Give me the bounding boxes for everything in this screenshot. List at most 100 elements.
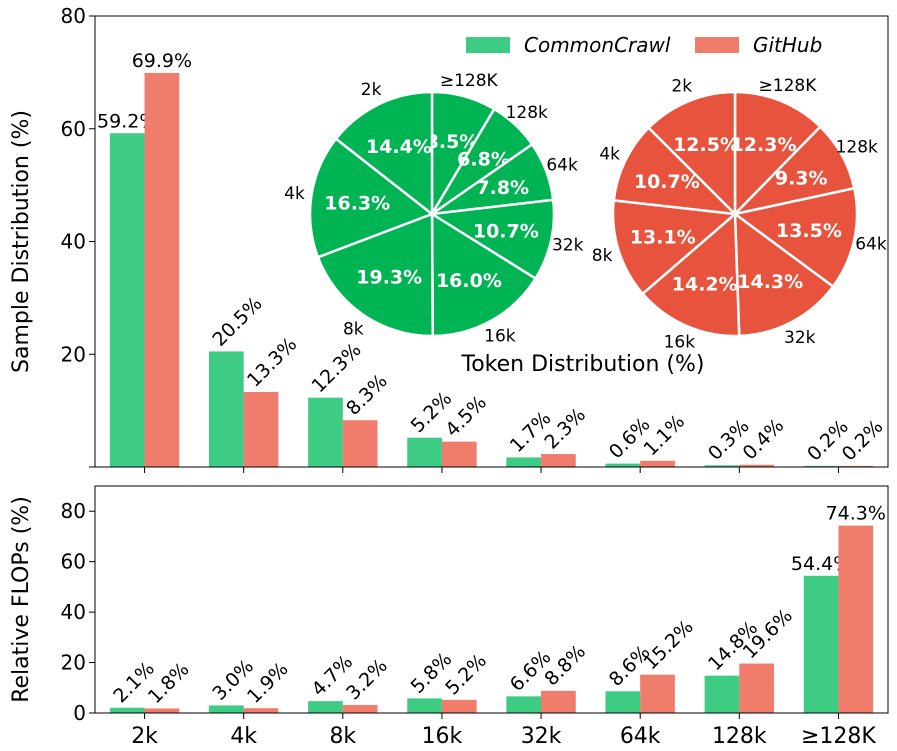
bar-value-label: 59.2% xyxy=(97,110,157,132)
pie-slice-commoncrawl-32k xyxy=(428,198,556,281)
pie-category-label: 128k xyxy=(836,138,878,158)
legend-label-commoncrawl: CommonCrawl xyxy=(524,33,671,57)
pie-category-label: 128k xyxy=(506,103,548,123)
y-tick-label: 20 xyxy=(61,342,86,366)
bar-github-≥128K xyxy=(838,465,874,467)
pie-slice-github-4k xyxy=(612,126,739,216)
y-axis-label: Relative FLOPs (%) xyxy=(9,496,34,703)
y-tick-label: 40 xyxy=(61,230,86,254)
bar-github-4k xyxy=(243,392,279,467)
pie-percent-label: 16.3% xyxy=(324,193,390,215)
pie-category-label: 2k xyxy=(671,77,692,97)
pie-category-label: ≥128K xyxy=(759,76,818,96)
y-tick-label: 60 xyxy=(61,117,86,141)
pie-category-label: 4k xyxy=(599,145,620,165)
bar-commoncrawl-2k xyxy=(109,133,145,467)
y-tick-label: 60 xyxy=(61,550,86,574)
bar-github-32k xyxy=(541,454,576,467)
pie-percent-label: 14.3% xyxy=(737,271,803,293)
pie-title: Token Distribution (%) xyxy=(461,352,705,377)
x-tick-label: 8k xyxy=(329,724,356,749)
bar-github-64k xyxy=(640,674,675,713)
bar-value-label: 74.3% xyxy=(826,503,886,525)
bar-github-16k xyxy=(441,699,477,713)
pie-percent-label: 8.5% xyxy=(426,131,479,153)
bar-commoncrawl-64k xyxy=(605,463,641,467)
pie-slice-github-8k xyxy=(611,199,738,296)
token-distribution-pies: 8.5% ≥128K 6.8% 128k 7.8% 64k 10.7% 32k 16.0% 16k… xyxy=(284,71,887,377)
bar-commoncrawl-4k xyxy=(208,705,244,713)
pie-slice-github-64k xyxy=(732,186,859,289)
bar-value-label: 0.4% xyxy=(739,415,789,465)
bar-github-16k xyxy=(441,441,477,467)
bar-value-label: 54.4% xyxy=(791,553,851,575)
pie-category-label: 2k xyxy=(361,80,382,100)
y-tick-label: 80 xyxy=(61,4,86,28)
bar-commoncrawl-16k xyxy=(407,437,442,467)
pie-slice-github-≥128K xyxy=(733,90,823,218)
pie-percent-label: 12.5% xyxy=(673,134,739,156)
bar-github-32k xyxy=(541,690,576,713)
y-tick-label: 20 xyxy=(61,651,86,675)
pie-percent-label: 13.1% xyxy=(630,226,696,248)
pie-slice-commoncrawl-16k xyxy=(430,211,538,338)
bar-github-8k xyxy=(342,420,378,467)
x-tick-label: 32k xyxy=(521,724,562,749)
pie-percent-label: 16.0% xyxy=(436,270,502,292)
pie-percent-label: 7.8% xyxy=(476,177,529,199)
pie-category-label: 16k xyxy=(664,332,696,352)
pie-slice-commoncrawl-4k xyxy=(308,137,435,259)
legend-label-github: GitHub xyxy=(753,33,822,57)
pie-percent-label: 10.7% xyxy=(473,221,539,243)
pie-percent-label: 19.3% xyxy=(356,266,422,288)
pie-percent-label: 6.8% xyxy=(457,149,510,171)
pie-category-label: 64k xyxy=(546,156,578,176)
bar-commoncrawl-32k xyxy=(506,696,542,713)
bar-value-label: 13.3% xyxy=(243,333,301,391)
bar-commoncrawl-2k xyxy=(109,707,145,713)
bar-github-8k xyxy=(342,704,378,713)
x-tick-label: 64k xyxy=(620,724,661,749)
bar-commoncrawl-32k xyxy=(506,457,542,467)
bar-commoncrawl-8k xyxy=(308,701,343,713)
x-tick-label: 2k xyxy=(131,724,158,749)
pie-category-label: 8k xyxy=(343,320,364,340)
bar-github-4k xyxy=(243,708,279,713)
bar-commoncrawl-64k xyxy=(605,691,641,713)
bar-github-2k xyxy=(144,72,180,467)
axes-frame xyxy=(94,485,889,714)
pie-category-label: 32k xyxy=(784,328,816,348)
legend-swatch-github xyxy=(695,37,739,53)
legend: CommonCrawl GitHub xyxy=(466,33,822,57)
y-tick-label: 80 xyxy=(61,499,86,523)
bar-commoncrawl-≥128K xyxy=(803,465,839,467)
pie-slice-github-32k xyxy=(733,211,835,338)
pie-slice-github-2k xyxy=(646,90,737,218)
relative-flops-chart: 0204060802.1%1.8%2k3.0%1.9%4k4.7%3.2%8k5… xyxy=(9,485,889,749)
pie-percent-label: 9.3% xyxy=(775,167,828,189)
x-tick-label: 4k xyxy=(230,724,257,749)
pie-category-label: 32k xyxy=(552,235,584,255)
bar-commoncrawl-≥128K xyxy=(803,575,839,713)
bar-value-label: 15.2% xyxy=(640,616,698,674)
bar-value-label: 69.9% xyxy=(132,50,192,72)
bar-github-128k xyxy=(739,464,775,467)
pie-percent-label: 10.7% xyxy=(634,171,700,193)
bar-commoncrawl-16k xyxy=(407,698,442,713)
pie-percent-label: 12.3% xyxy=(731,134,797,156)
pie-percent-label: 14.4% xyxy=(366,136,432,158)
x-tick-label: ≥128K xyxy=(801,724,876,749)
bar-commoncrawl-128k xyxy=(704,465,740,467)
bar-github-64k xyxy=(640,460,675,467)
legend-swatch-commoncrawl xyxy=(466,37,510,53)
pie-category-label: ≥128K xyxy=(440,71,499,91)
pie-category-label: 4k xyxy=(284,184,305,204)
bar-commoncrawl-4k xyxy=(208,351,244,467)
pie-category-label: 8k xyxy=(592,246,613,266)
pie-category-label: 16k xyxy=(484,326,516,346)
y-tick-label: 40 xyxy=(61,600,86,624)
bar-commoncrawl-8k xyxy=(308,397,343,467)
pie-percent-label: 14.2% xyxy=(672,273,738,295)
bar-value-label: 0.2% xyxy=(838,416,888,466)
